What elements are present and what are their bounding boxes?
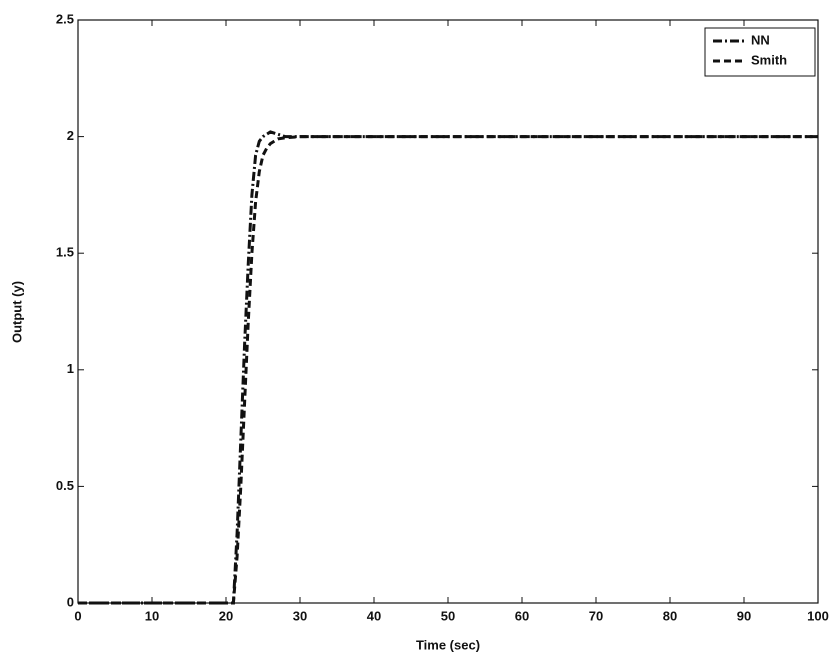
y-tick-label: 1.5 — [56, 245, 74, 260]
legend-label: NN — [751, 32, 770, 47]
x-tick-label: 30 — [293, 608, 307, 623]
plot-frame — [78, 20, 818, 603]
y-tick-label: 0.5 — [56, 478, 74, 493]
y-tick-label: 0 — [67, 594, 74, 609]
x-tick-label: 20 — [219, 608, 233, 623]
y-tick-label: 2 — [67, 128, 74, 143]
x-tick-label: 80 — [663, 608, 677, 623]
chart: Time (sec) Output (y) 010203040506070809… — [0, 0, 833, 658]
series-line — [78, 132, 818, 603]
y-tick-label: 1 — [67, 361, 74, 376]
x-tick-label: 90 — [737, 608, 751, 623]
x-tick-label: 10 — [145, 608, 159, 623]
x-tick-label: 50 — [441, 608, 455, 623]
x-tick-label: 100 — [807, 608, 829, 623]
y-axis-label: Output (y) — [9, 281, 24, 343]
x-tick-label: 70 — [589, 608, 603, 623]
series-line — [78, 137, 818, 603]
x-tick-label: 0 — [74, 608, 81, 623]
x-tick-label: 60 — [515, 608, 529, 623]
x-tick-label: 40 — [367, 608, 381, 623]
y-tick-label: 2.5 — [56, 11, 74, 26]
legend-label: Smith — [751, 52, 787, 67]
x-axis-label: Time (sec) — [416, 637, 480, 652]
